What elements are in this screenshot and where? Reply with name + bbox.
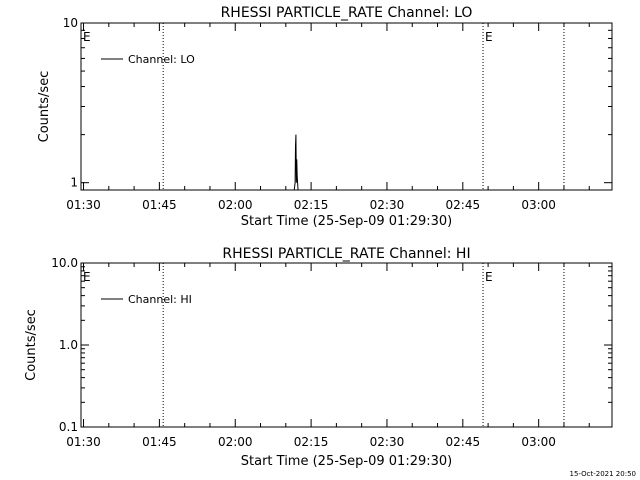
y-tick-label: 1	[70, 176, 78, 190]
x-axis-label: Start Time (25-Sep-09 01:29:30)	[241, 454, 452, 469]
x-tick-label: 02:00	[218, 435, 253, 449]
x-tick-label: 02:00	[218, 198, 253, 212]
plot-frame	[80, 262, 613, 428]
y-tick-label: 1.0	[59, 338, 78, 352]
x-tick-label: 01:45	[142, 435, 177, 449]
x-tick-label: 02:15	[294, 435, 329, 449]
x-tick-label: 01:30	[66, 198, 101, 212]
start-marker-label: E	[83, 30, 91, 44]
x-tick-label: 02:15	[294, 198, 329, 212]
chart-title: RHESSI PARTICLE_RATE Channel: LO	[221, 5, 473, 21]
legend-entry: Channel: HI	[128, 293, 192, 306]
x-tick-label: 02:30	[370, 198, 405, 212]
x-tick-label: 03:00	[521, 198, 556, 212]
x-tick-label: 02:45	[446, 435, 481, 449]
y-tick-label: 10.0	[51, 256, 78, 270]
vertical-marker-label: E	[485, 270, 493, 284]
x-tick-label: 01:45	[142, 198, 177, 212]
plot-frame	[80, 22, 613, 191]
y-tick-label: 0.1	[59, 420, 78, 434]
start-marker-label: E	[83, 270, 91, 284]
chart-title: RHESSI PARTICLE_RATE Channel: HI	[222, 246, 470, 262]
x-tick-label: 03:00	[521, 435, 556, 449]
x-tick-label: 02:45	[446, 198, 481, 212]
y-axis-label: Counts/sec	[37, 71, 52, 143]
x-tick-label: 01:30	[66, 435, 101, 449]
vertical-marker-label: E	[485, 30, 493, 44]
y-tick-label: 10	[63, 16, 78, 30]
y-axis-label: Counts/sec	[24, 309, 39, 381]
x-axis-label: Start Time (25-Sep-09 01:29:30)	[241, 214, 452, 229]
x-tick-label: 02:30	[370, 435, 405, 449]
timestamp-footer: 15-Oct-2021 20:50	[569, 470, 636, 478]
series-line-channel-lo	[293, 134, 299, 190]
legend-entry: Channel: LO	[128, 53, 195, 66]
